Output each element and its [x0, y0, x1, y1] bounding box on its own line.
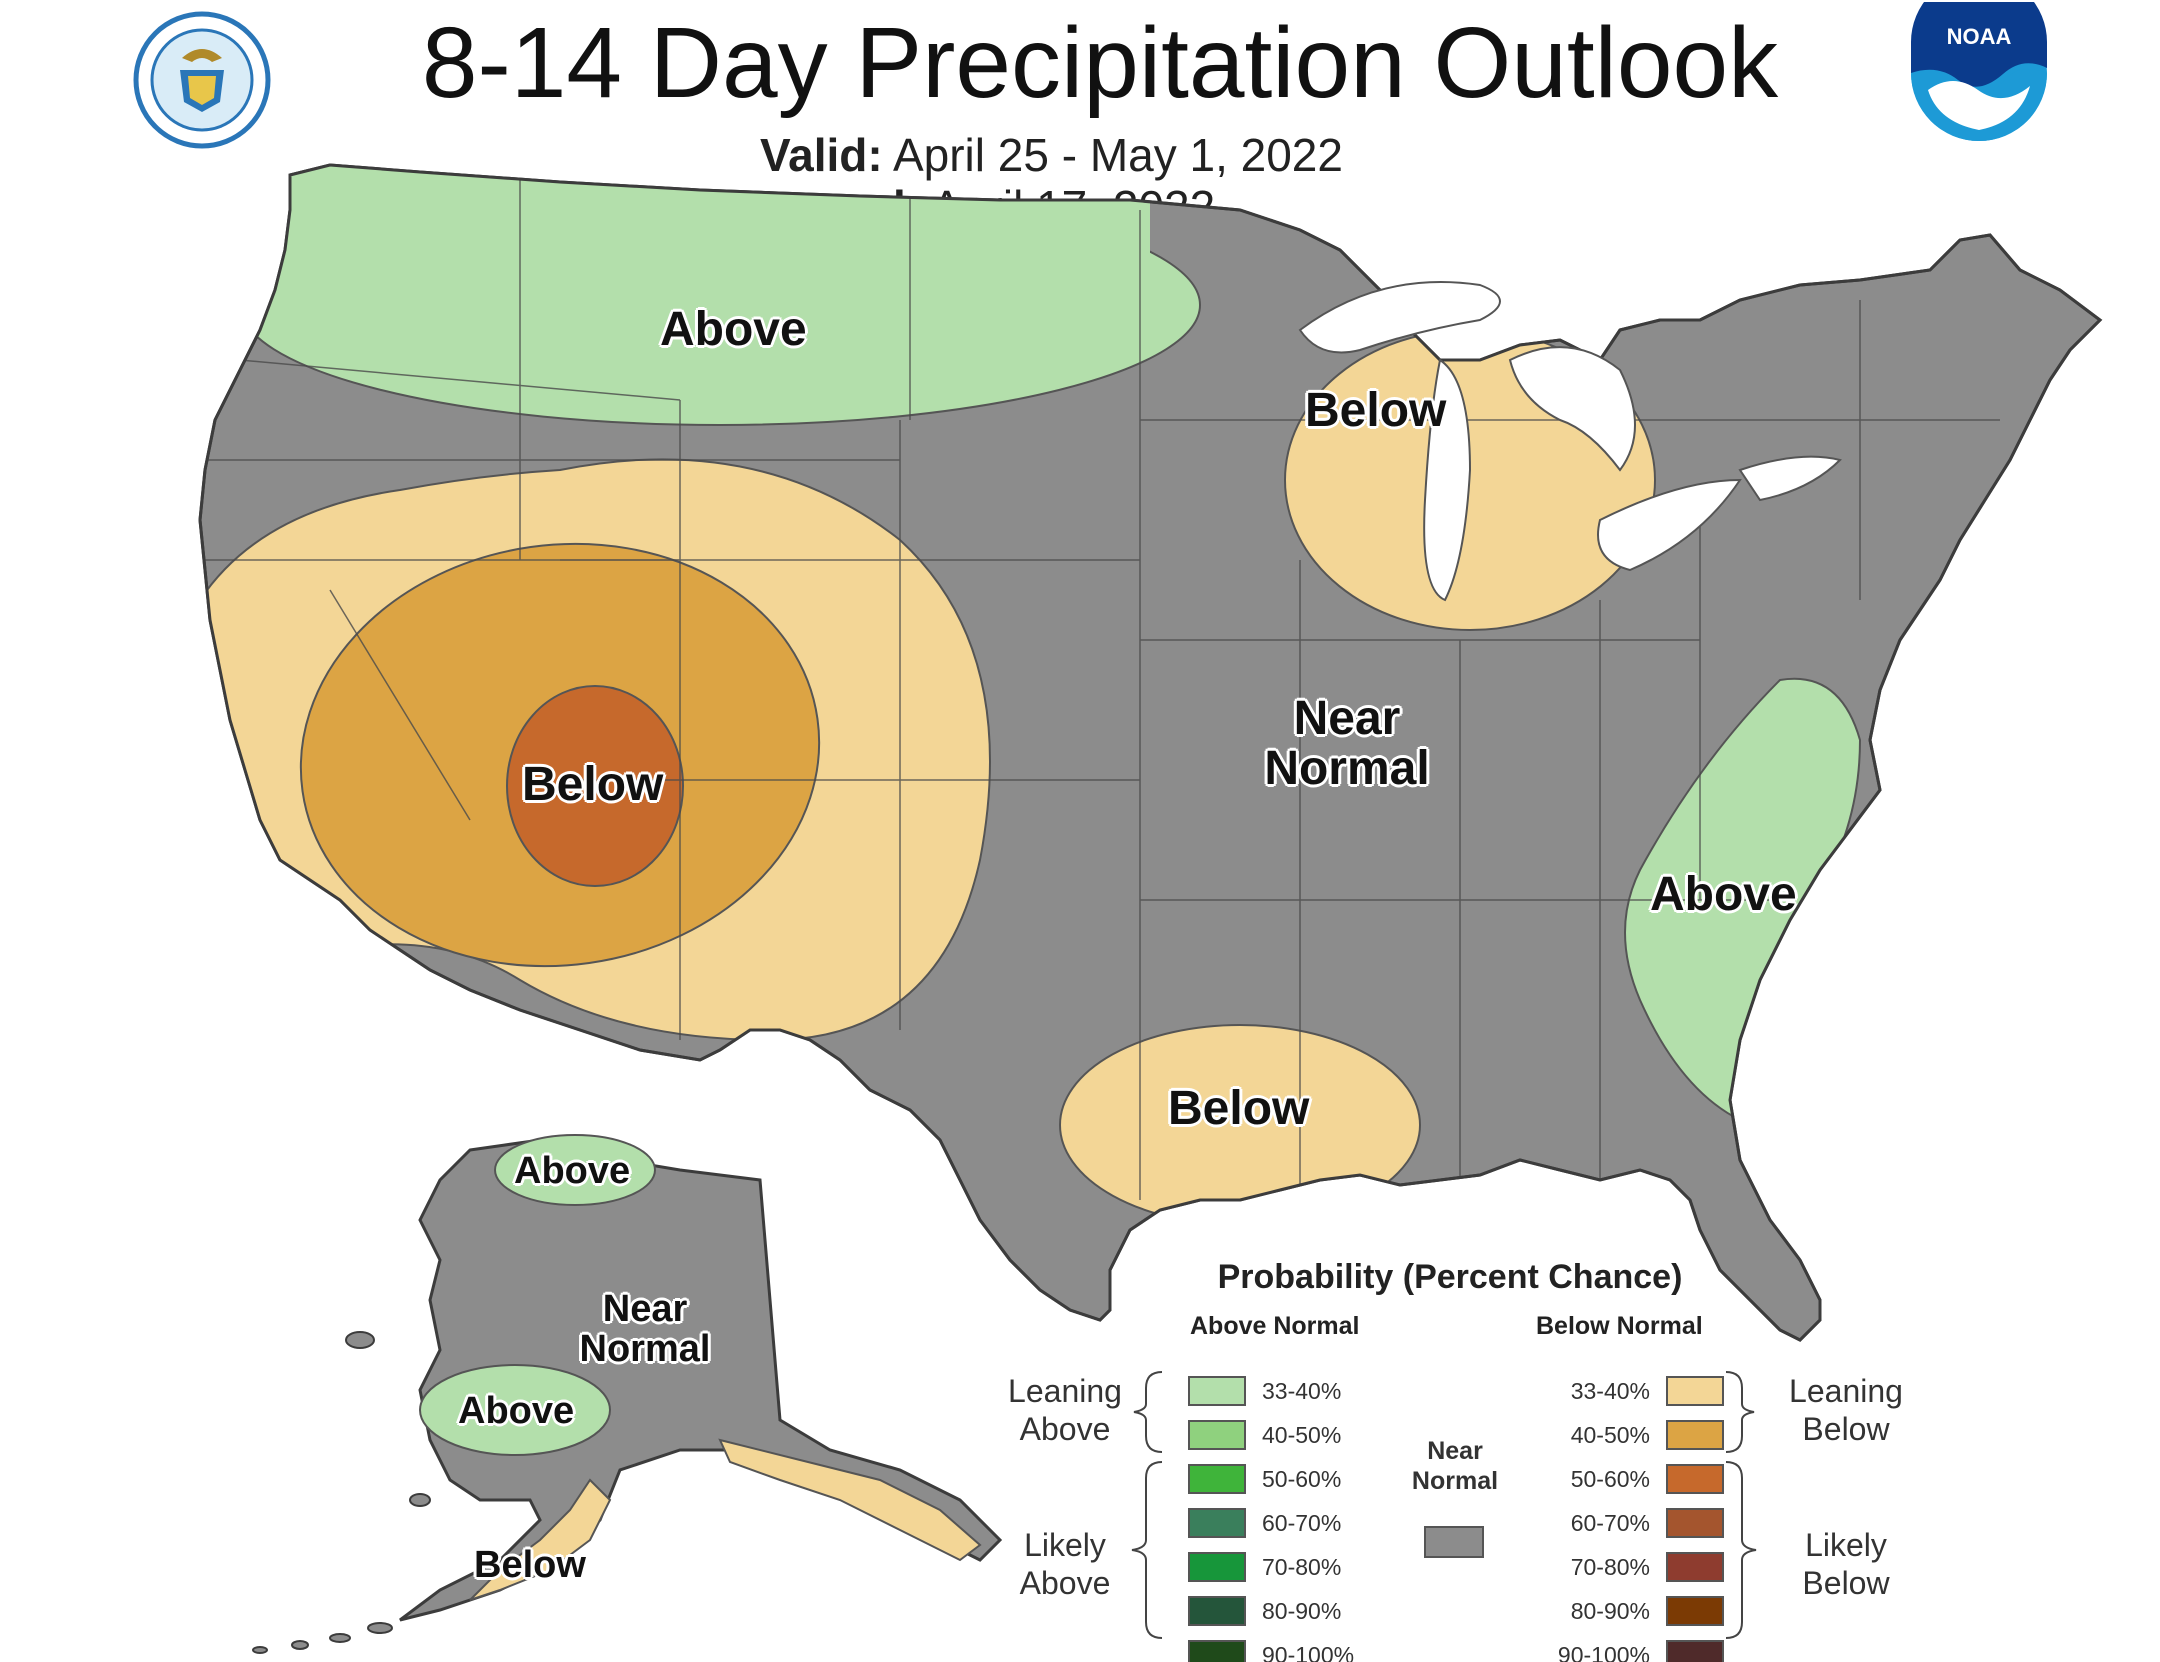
alaska-near-normal-label: Near Normal — [575, 1288, 715, 1370]
legend-below-range-label: 70-80% — [1570, 1554, 1650, 1580]
legend-below-range-label: 40-50% — [1570, 1422, 1650, 1448]
legend-above-header: Above Normal — [1190, 1312, 1360, 1340]
legend-near-normal-label: Near Normal — [1400, 1436, 1510, 1496]
likely-above-line-2: Above — [1019, 1565, 1111, 1601]
aleutian-islands — [252, 1331, 431, 1654]
legend-below-range-label: 90-100% — [1557, 1642, 1650, 1662]
legend-below-range-label: 33-40% — [1570, 1378, 1650, 1404]
page-title: 8-14 Day Precipitation Outlook — [421, 7, 1779, 119]
legend-above-range-label: 60-70% — [1262, 1510, 1342, 1536]
legend-above-swatch — [1188, 1508, 1246, 1538]
valid-value: April 25 - May 1, 2022 — [892, 129, 1343, 181]
noaa-logo: NOAA — [1911, 2, 2047, 141]
central-near-normal-label: Near Normal — [1262, 692, 1432, 796]
southwest-below-label: Below — [522, 758, 664, 811]
alaska-peninsula-below-area — [469, 1478, 612, 1601]
great-lakes-water — [1298, 281, 1842, 602]
legend-above-range-label: 70-80% — [1262, 1554, 1342, 1580]
leaning-above-line-2: Above — [1019, 1411, 1111, 1447]
legend-above-swatch — [1188, 1552, 1246, 1582]
near-normal-legend-line-2: Normal — [1411, 1467, 1499, 1495]
alaska-north-above-label: Above — [514, 1150, 631, 1192]
legend-below-range-label: 80-90% — [1570, 1598, 1650, 1624]
legend-likely-below: Likely Below — [1776, 1526, 1916, 1602]
southwest-below-50-60 — [506, 685, 684, 887]
alaska-north-above-area — [494, 1134, 656, 1206]
legend-above-range-label: 33-40% — [1262, 1378, 1342, 1404]
legend-below-braces — [1725, 1371, 1757, 1639]
legend-above-range-label: 40-50% — [1262, 1422, 1342, 1448]
leaning-below-line-1: Leaning — [1789, 1373, 1903, 1409]
near-normal-line-2: Normal — [1264, 742, 1430, 796]
legend-below-swatch — [1666, 1640, 1724, 1662]
legend-below-swatch — [1666, 1552, 1724, 1582]
legend-above-swatch — [1188, 1464, 1246, 1494]
legend-below-range-label: 60-70% — [1570, 1510, 1650, 1536]
legend-title: Probability (Percent Chance) — [1217, 1258, 1683, 1296]
alaska-south-below-label: Below — [474, 1544, 586, 1586]
legend-above-swatch — [1188, 1640, 1246, 1662]
legend-below-swatch — [1666, 1376, 1724, 1406]
near-normal-line-1: Near — [1293, 692, 1401, 745]
legend-above-swatch — [1188, 1420, 1246, 1450]
commerce-seal-logo — [133, 11, 271, 149]
legend-leaning-above: Leaning Above — [1000, 1372, 1130, 1448]
legend-below-range-label: 50-60% — [1570, 1466, 1650, 1492]
likely-below-line-1: Likely — [1805, 1527, 1887, 1563]
alaska-west-above-label: Above — [458, 1390, 575, 1432]
legend-above-range-label: 50-60% — [1262, 1466, 1342, 1492]
legend-likely-above: Likely Above — [1000, 1526, 1130, 1602]
alaska-west-above-area — [419, 1364, 611, 1456]
legend-below-swatch — [1666, 1464, 1724, 1494]
valid-label: Valid: — [760, 129, 883, 181]
legend-below-swatch — [1666, 1420, 1724, 1450]
leaning-below-line-2: Below — [1802, 1411, 1890, 1447]
legend-below-swatch — [1666, 1596, 1724, 1626]
near-normal-legend-line-1: Near — [1427, 1437, 1483, 1465]
southeast-above-label: Above — [1650, 868, 1797, 921]
valid-dates: Valid: April 25 - May 1, 2022 — [760, 130, 1343, 180]
noaa-logo-text: NOAA — [1947, 24, 2012, 49]
gulf-below-label: Below — [1168, 1082, 1310, 1135]
legend-above-range-label: 90-100% — [1262, 1642, 1355, 1662]
legend-leaning-below: Leaning Below — [1776, 1372, 1916, 1448]
legend-above-range-label: 80-90% — [1262, 1598, 1342, 1624]
alaska-near-normal-line-2: Normal — [579, 1327, 711, 1370]
legend-above-swatch — [1188, 1376, 1246, 1406]
northwest-above-label: Above — [660, 303, 807, 356]
northwest-above-fill — [200, 165, 1150, 300]
state-boundaries — [200, 170, 2000, 1200]
legend-near-normal-swatch — [1424, 1526, 1484, 1558]
likely-above-line-1: Likely — [1024, 1527, 1106, 1563]
alaska-southeast-below-area — [718, 1438, 982, 1562]
leaning-above-line-1: Leaning — [1008, 1373, 1122, 1409]
legend-below-swatch — [1666, 1508, 1724, 1538]
legend-above-braces — [1131, 1371, 1163, 1639]
alaska-near-normal-line-1: Near — [602, 1288, 688, 1330]
legend-below-header: Below Normal — [1536, 1312, 1703, 1340]
legend-above-swatch — [1188, 1596, 1246, 1626]
likely-below-line-2: Below — [1802, 1565, 1890, 1601]
great-lakes-below-label: Below — [1305, 384, 1447, 437]
